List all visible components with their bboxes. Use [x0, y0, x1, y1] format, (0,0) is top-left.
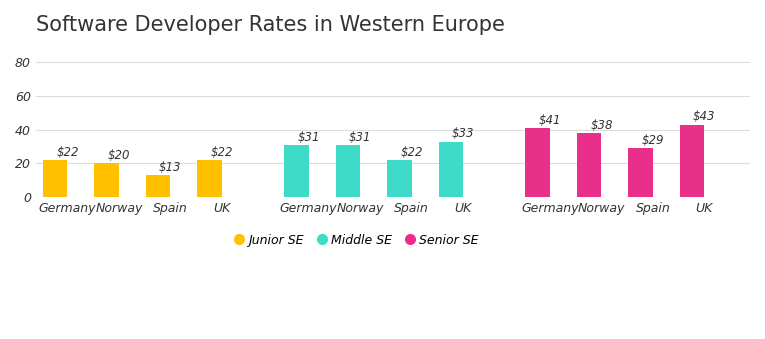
Bar	[577, 133, 601, 197]
Text: $43: $43	[693, 110, 715, 123]
Text: $41: $41	[539, 114, 562, 127]
Text: $33: $33	[452, 127, 474, 140]
Bar	[43, 160, 67, 197]
Bar	[438, 141, 463, 197]
Bar	[387, 160, 412, 197]
Text: $29: $29	[642, 134, 664, 147]
Text: $13: $13	[159, 161, 181, 174]
Legend: Junior SE, Middle SE, Senior SE: Junior SE, Middle SE, Senior SE	[236, 234, 479, 247]
Bar	[197, 160, 222, 197]
Text: $31: $31	[349, 131, 371, 143]
Bar	[94, 163, 119, 197]
Text: $22: $22	[56, 146, 79, 159]
Bar	[680, 125, 705, 197]
Bar	[336, 145, 360, 197]
Bar	[526, 128, 550, 197]
Text: $20: $20	[108, 149, 130, 162]
Bar	[628, 148, 653, 197]
Text: $31: $31	[298, 131, 320, 143]
Text: $22: $22	[210, 146, 233, 159]
Text: $22: $22	[400, 146, 423, 159]
Bar	[146, 175, 171, 197]
Bar	[285, 145, 308, 197]
Text: $38: $38	[590, 119, 613, 132]
Text: Software Developer Rates in Western Europe: Software Developer Rates in Western Euro…	[36, 15, 505, 35]
